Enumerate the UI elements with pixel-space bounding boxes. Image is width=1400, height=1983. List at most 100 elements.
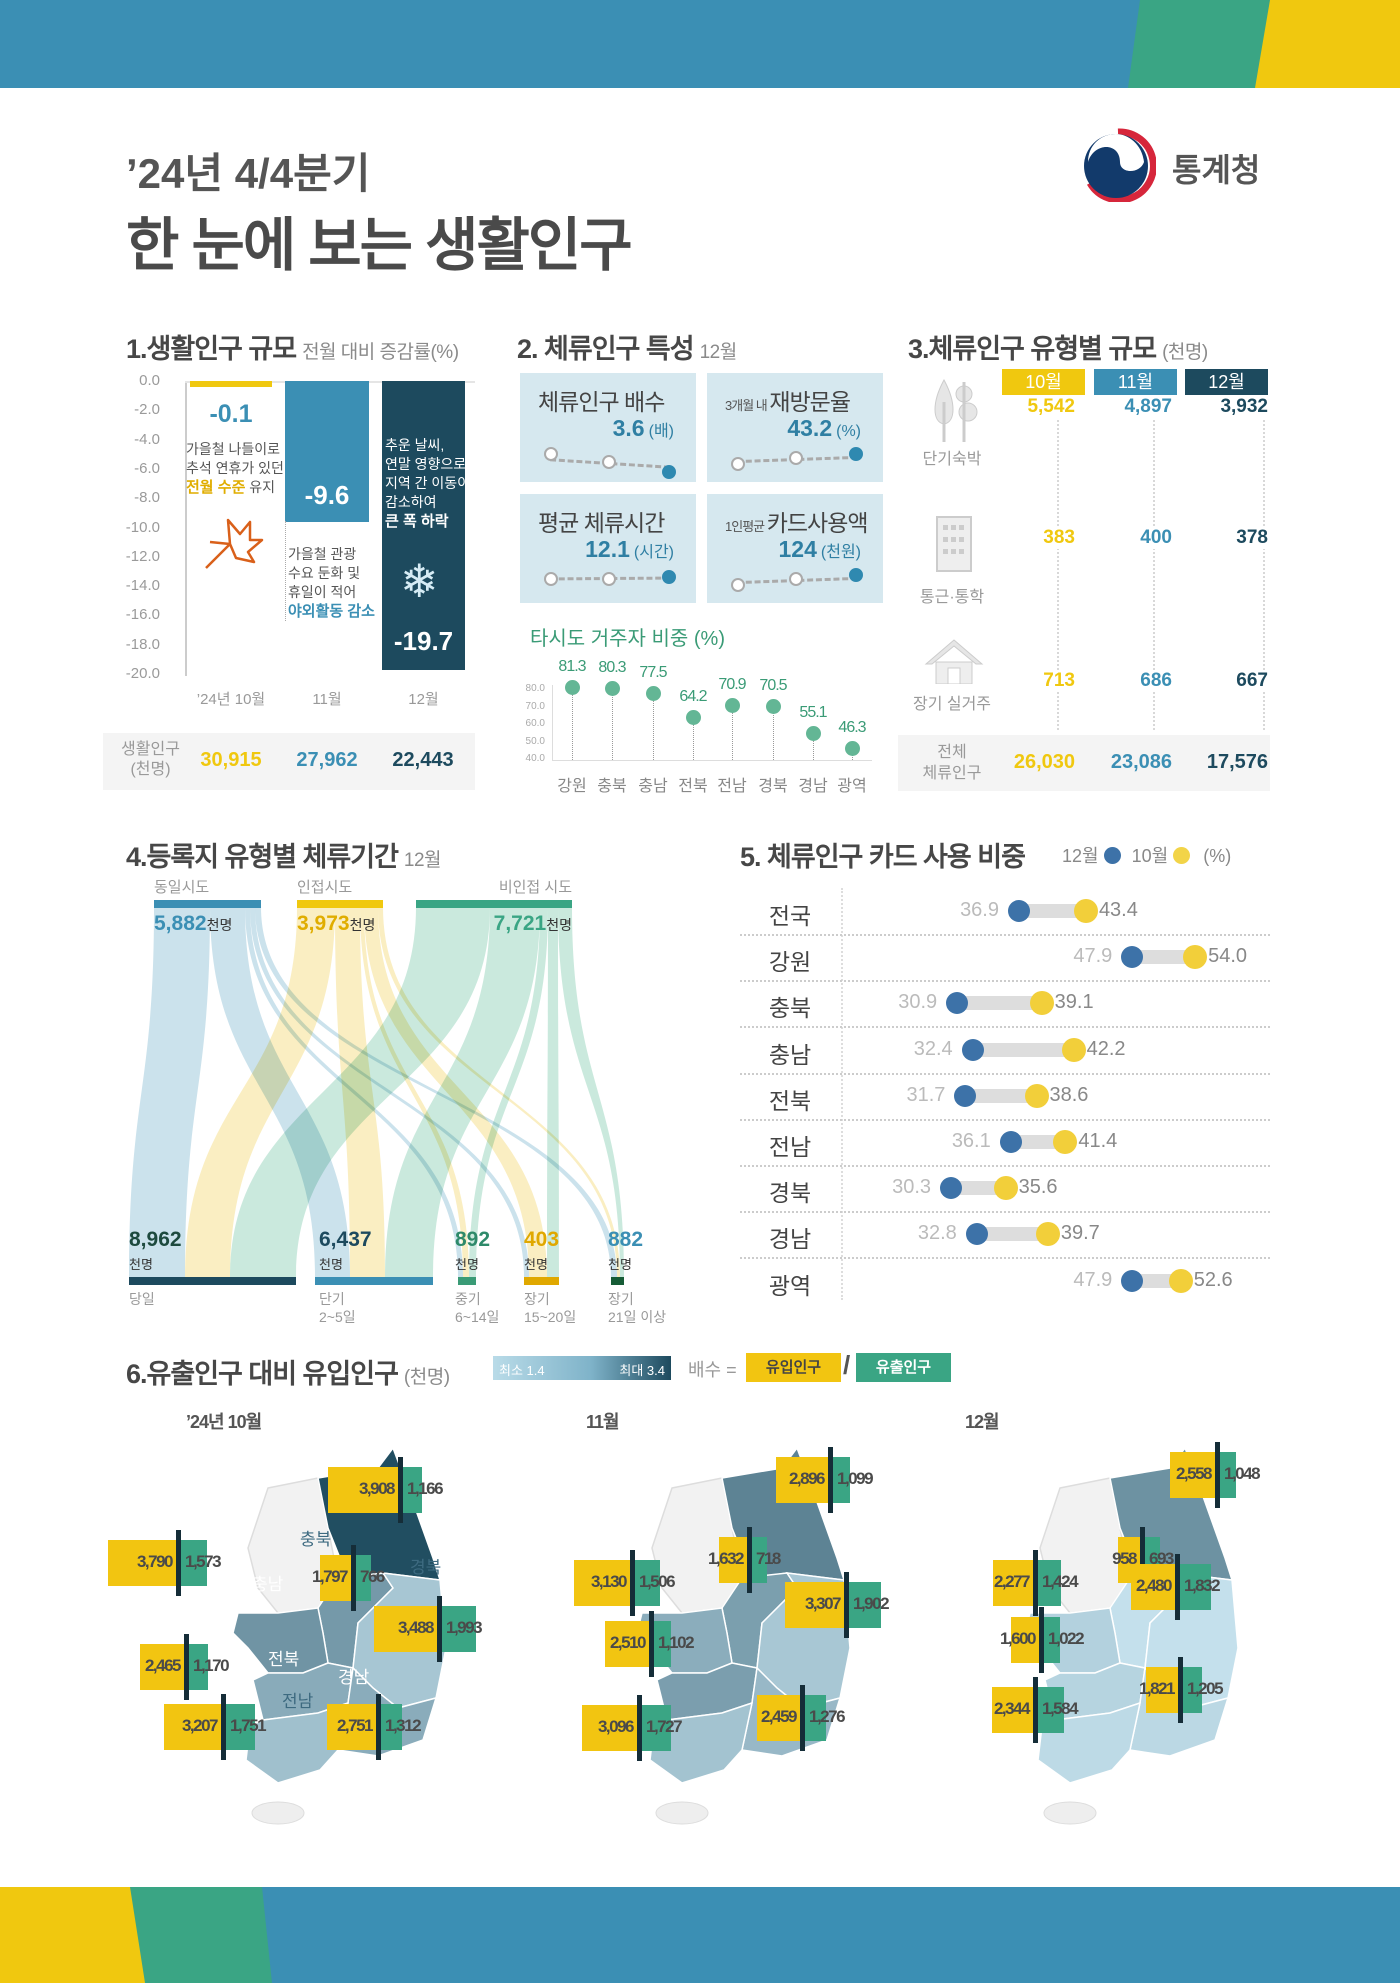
row-separator	[740, 1211, 1270, 1214]
card-value-number: 43.2	[787, 415, 833, 441]
y-axis-line	[185, 381, 187, 676]
note-highlight: 야외활동 감소	[288, 602, 375, 621]
target-label: 장기 15~20일	[524, 1290, 576, 1326]
region-label: 광역	[768, 1272, 812, 1299]
lollipop-value: 64.2	[679, 687, 707, 705]
outflow-value: 1,102	[658, 1633, 695, 1652]
region-name-jeonnam: 전남	[282, 1692, 314, 1711]
trend-dot	[849, 447, 863, 461]
page-title: 한 눈에 보는 생활인구	[126, 213, 633, 278]
row-value: 713	[985, 670, 1075, 692]
card-label-prefix: 1인평균	[725, 519, 767, 534]
section6-title: 6.유출인구 대비 유입인구 (천명)	[126, 1352, 450, 1391]
outflow-value: 1,751	[230, 1716, 267, 1735]
range-bar	[972, 1042, 1074, 1057]
note-line: 휴일이 적어	[288, 584, 357, 600]
section4-title: 4.등록지 유형별 체류기간 12월	[126, 835, 442, 874]
section5-title-text: 5. 체류인구 카드 사용 비중	[740, 842, 1026, 872]
outflow-value: 1,993	[446, 1618, 483, 1637]
target-bar	[458, 1277, 476, 1285]
oct-dot	[993, 1176, 1018, 1201]
range-bar	[1132, 1273, 1181, 1288]
target-bar	[524, 1277, 559, 1285]
target-label-line: 2~5일	[319, 1309, 356, 1325]
inflow-box: 3,790	[107, 1540, 178, 1586]
lollipop-value: 81.3	[558, 657, 586, 675]
callout-divider	[437, 1596, 442, 1662]
outflow-box: 1,312	[378, 1704, 422, 1750]
callout-divider	[649, 1611, 654, 1677]
note-highlight: 전월 수준 유지	[186, 478, 284, 497]
source-value: 5,882천명	[154, 912, 232, 936]
lollipop-stem	[813, 732, 814, 760]
region-label: 전남	[768, 1134, 812, 1160]
sankey-flow	[255, 907, 617, 1277]
callout-divider	[637, 1695, 642, 1761]
section5-title: 5. 체류인구 카드 사용 비중	[740, 835, 1026, 874]
card-label-text: 평균 체류시간	[538, 510, 665, 536]
oct-value: 35.6	[1018, 1176, 1058, 1199]
outflow-value: 1,170	[193, 1656, 230, 1675]
legend-max: 최대 3.4	[619, 1363, 665, 1378]
map-title: 11월	[586, 1412, 620, 1432]
row-separator	[740, 1257, 1270, 1260]
ratio-slash: /	[843, 1350, 851, 1380]
y-tick-label: -4.0	[134, 430, 160, 448]
inflow-legend: 유입인구	[746, 1353, 841, 1382]
y-tick-label: -18.0	[125, 635, 160, 653]
callout-divider	[747, 1527, 752, 1593]
row-value: 3,932	[1178, 396, 1268, 418]
target-unit: 천명	[455, 1257, 479, 1272]
section6-title-text: 6.유출인구 대비 유입인구	[126, 1359, 399, 1389]
lollipop-value: 70.5	[759, 676, 787, 694]
row-value: 378	[1178, 527, 1268, 549]
bar-0	[190, 381, 272, 387]
outflow-box: 1,424	[1035, 1560, 1079, 1606]
callout-divider	[176, 1530, 181, 1596]
card-value-unit: (천원)	[820, 544, 861, 561]
source-value-unit: 천명	[349, 917, 376, 933]
card-value: 124 (천원)	[779, 536, 861, 563]
card-label: 평균 체류시간	[538, 504, 665, 538]
target-label-line: 장기	[608, 1291, 634, 1307]
sankey-flow	[335, 907, 385, 1277]
source-value-unit: 천명	[206, 917, 233, 933]
source-value-number: 7,721	[493, 912, 547, 935]
map-title: 12월	[965, 1412, 1000, 1432]
target-label-line: 장기	[524, 1291, 550, 1307]
row-label: 단기숙박	[922, 451, 982, 468]
card-value-number: 12.1	[585, 536, 630, 562]
trend-dot	[602, 572, 616, 586]
card-label: 1인평균 카드사용액	[725, 504, 869, 538]
leaf-outline	[205, 518, 264, 569]
row-label: 장기 실거주	[912, 696, 992, 713]
ratio-gradient-legend: 최소 1.4 최대 3.4	[493, 1356, 671, 1380]
section1-title: 1.생활인구 규모 전월 대비 증감률(%)	[126, 327, 459, 366]
row-value: 400	[1082, 527, 1172, 549]
range-bar	[1132, 950, 1196, 965]
section1-table	[103, 733, 475, 790]
callout-divider	[1033, 1677, 1038, 1743]
sankey-flow	[558, 907, 624, 1277]
oct-dot	[1053, 1130, 1078, 1154]
oct-value: 39.7	[1060, 1222, 1100, 1245]
leaf-icon	[205, 518, 264, 569]
outflow-box: 1,276	[802, 1695, 846, 1741]
inflow-value: 2,558	[1175, 1464, 1213, 1483]
card-value: 12.1 (시간)	[585, 536, 674, 563]
callout-divider	[1215, 1442, 1220, 1508]
inflow-value: 3,790	[136, 1552, 174, 1571]
tree-icon	[934, 378, 978, 442]
outflow-box: 1,902	[846, 1582, 890, 1628]
oct-dot	[1073, 899, 1098, 923]
note-line: 가을철 나들이로	[186, 441, 281, 457]
dotted-connector	[285, 521, 286, 621]
label-divider	[841, 888, 843, 1300]
outflow-box: 1,166	[400, 1467, 444, 1513]
y-tick-label: -8.0	[134, 489, 160, 507]
lollipop-value: 77.5	[639, 664, 667, 682]
card-label: 3개월 내 재방문율	[725, 383, 851, 417]
inflow-box: 2,344	[991, 1687, 1035, 1733]
outflow-box: 1,205	[1180, 1667, 1224, 1713]
y-tick-label: 50.0	[525, 735, 545, 747]
